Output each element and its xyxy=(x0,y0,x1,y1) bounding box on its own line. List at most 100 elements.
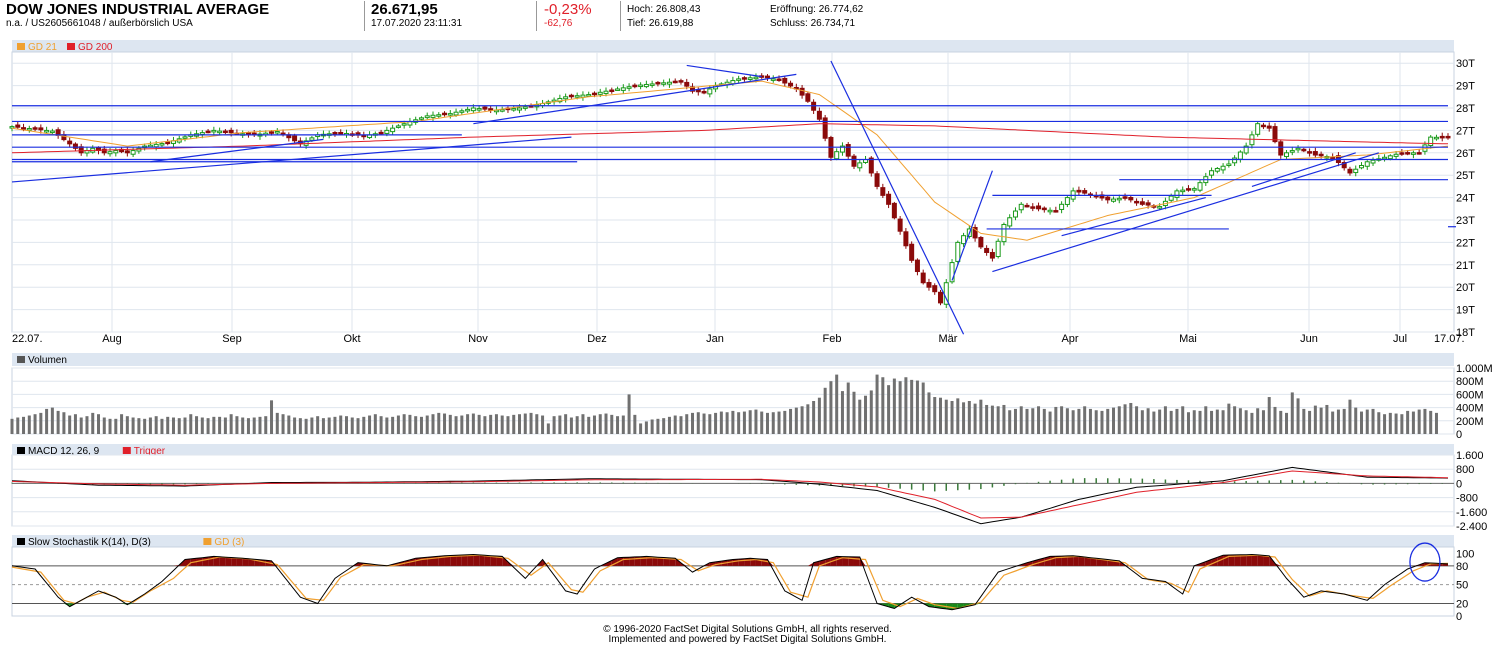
volume-bar xyxy=(621,415,625,434)
volume-bar xyxy=(581,414,585,434)
volume-bar xyxy=(610,414,614,434)
volume-bar xyxy=(760,411,764,434)
volume-bar xyxy=(558,415,562,434)
volume-bar xyxy=(1371,408,1375,434)
stoch-overbought-fill xyxy=(496,556,503,566)
candle-body xyxy=(995,240,1001,258)
volume-bar xyxy=(892,378,896,434)
candle-body xyxy=(880,187,886,196)
legend-label: Slow Stochastik K(14), D(3) xyxy=(28,537,151,548)
candle-body xyxy=(776,78,782,82)
stoch-y-tick-label: 80 xyxy=(1456,561,1468,573)
stoch-overbought-fill xyxy=(202,557,209,566)
volume-bar xyxy=(431,414,435,434)
volume-bar xyxy=(656,418,660,434)
stoch-overbought-fill xyxy=(444,555,451,566)
volume-bar xyxy=(1094,410,1098,434)
stoch-overbought-fill xyxy=(1078,556,1085,566)
volume-bar xyxy=(454,416,458,434)
volume-bar xyxy=(915,380,919,434)
powered-by-line: Implemented and powered by FactSet Digit… xyxy=(608,634,887,645)
candle-body xyxy=(1347,168,1353,174)
volume-bar xyxy=(379,416,383,434)
volume-bar xyxy=(1002,404,1006,434)
stoch-overbought-fill xyxy=(450,555,457,566)
volume-bar xyxy=(829,381,833,434)
volume-bar xyxy=(252,417,256,434)
volume-bar xyxy=(1112,407,1116,434)
volume-bar xyxy=(79,417,83,434)
candle-body xyxy=(845,144,851,157)
candle-body xyxy=(378,131,384,135)
volume-bar xyxy=(962,402,966,434)
stoch-overbought-fill xyxy=(807,562,814,566)
candle-body xyxy=(1266,125,1272,129)
volume-bar xyxy=(1025,408,1029,434)
stoch-overbought-fill xyxy=(196,557,203,566)
candle-body xyxy=(442,112,448,116)
volume-bar xyxy=(1146,408,1150,434)
volume-bar xyxy=(408,414,412,434)
candle-body xyxy=(984,247,990,253)
candle-body xyxy=(1064,197,1070,205)
volume-bar xyxy=(598,414,602,434)
stoch-y-tick-label: 50 xyxy=(1456,580,1468,592)
candle-body xyxy=(707,88,713,95)
header-divider xyxy=(364,1,365,31)
volume-bar xyxy=(979,399,983,434)
candle-body xyxy=(1232,157,1238,164)
candle-body xyxy=(332,131,338,135)
candle-body xyxy=(937,291,943,304)
volume-bar xyxy=(223,417,227,434)
volume-bar xyxy=(748,410,752,434)
candle-body xyxy=(609,89,615,93)
volume-bar xyxy=(102,417,106,434)
volume-bar xyxy=(298,418,302,434)
candle-body xyxy=(147,144,153,148)
candle-body xyxy=(620,87,626,91)
candle-body xyxy=(1111,198,1117,202)
candle-body xyxy=(182,136,188,139)
volume-bar xyxy=(1336,409,1340,434)
volume-bar xyxy=(120,414,124,434)
candle-body xyxy=(955,241,961,262)
stoch-overbought-fill xyxy=(617,557,624,566)
candle-body xyxy=(580,94,586,98)
volume-y-tick-label: 0 xyxy=(1456,429,1462,441)
volume-bar xyxy=(650,419,654,434)
candle-body xyxy=(107,151,113,155)
candle-body xyxy=(522,106,528,109)
candle-body xyxy=(961,235,967,245)
candle-body xyxy=(586,94,592,97)
volume-bar xyxy=(143,418,147,434)
trigger-line xyxy=(11,470,1449,519)
trend-line xyxy=(951,170,993,281)
volume-bar xyxy=(1354,407,1358,434)
legend-label: GD (3) xyxy=(214,537,244,548)
candle-body xyxy=(488,108,494,111)
volume-bar xyxy=(68,415,72,434)
candle-body xyxy=(1128,196,1134,201)
volume-bar xyxy=(1140,410,1144,434)
stoch-overbought-fill xyxy=(438,555,445,566)
candle-body xyxy=(909,243,915,261)
volume-bar xyxy=(85,416,89,434)
candle-body xyxy=(1445,135,1451,139)
volume-bar xyxy=(777,411,781,434)
volume-bar xyxy=(714,412,718,434)
stoch-overbought-fill xyxy=(652,556,658,566)
stoch-overbought-fill xyxy=(1228,554,1235,566)
volume-bar xyxy=(1233,406,1237,434)
volume-bar xyxy=(91,412,95,434)
legend-swatch xyxy=(17,538,25,545)
candle-body xyxy=(741,77,747,80)
candle-body xyxy=(1134,200,1140,204)
quote-datetime: 17.07.2020 23:11:31 xyxy=(371,18,463,29)
volume-bar xyxy=(1313,405,1317,434)
volume-bar xyxy=(350,417,354,434)
volume-bar xyxy=(1031,408,1035,434)
volume-bar xyxy=(817,397,821,434)
volume-bar xyxy=(742,411,746,434)
candle-body xyxy=(1255,123,1261,135)
volume-bar xyxy=(1383,414,1387,434)
